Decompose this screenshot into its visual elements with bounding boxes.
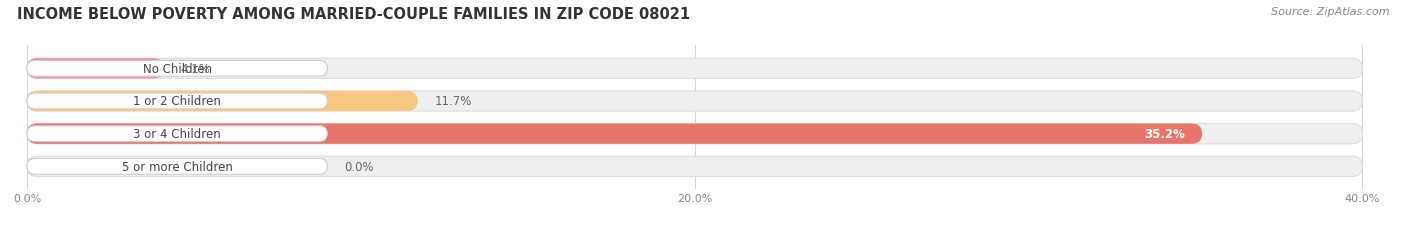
Text: No Children: No Children (142, 63, 212, 76)
Text: 11.7%: 11.7% (434, 95, 471, 108)
Text: 35.2%: 35.2% (1144, 128, 1185, 140)
FancyBboxPatch shape (27, 126, 328, 142)
FancyBboxPatch shape (27, 59, 163, 79)
FancyBboxPatch shape (27, 91, 1362, 112)
Text: 4.1%: 4.1% (180, 63, 211, 76)
Text: 3 or 4 Children: 3 or 4 Children (134, 128, 221, 140)
FancyBboxPatch shape (27, 157, 1362, 177)
FancyBboxPatch shape (27, 61, 328, 77)
Text: Source: ZipAtlas.com: Source: ZipAtlas.com (1271, 7, 1389, 17)
FancyBboxPatch shape (27, 124, 1362, 144)
Text: 0.0%: 0.0% (344, 160, 374, 173)
FancyBboxPatch shape (27, 91, 418, 112)
Text: 1 or 2 Children: 1 or 2 Children (134, 95, 221, 108)
FancyBboxPatch shape (27, 159, 328, 174)
FancyBboxPatch shape (27, 94, 328, 109)
FancyBboxPatch shape (27, 124, 1202, 144)
Text: 5 or more Children: 5 or more Children (122, 160, 232, 173)
Text: INCOME BELOW POVERTY AMONG MARRIED-COUPLE FAMILIES IN ZIP CODE 08021: INCOME BELOW POVERTY AMONG MARRIED-COUPL… (17, 7, 690, 22)
FancyBboxPatch shape (27, 59, 1362, 79)
